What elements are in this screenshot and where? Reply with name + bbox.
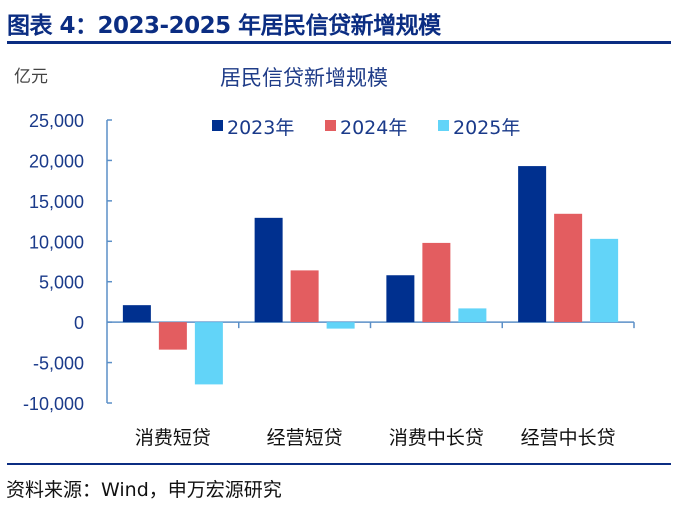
x-tick-label: 经营中长贷 [521, 427, 616, 449]
bar-2025年-消费中长贷 [458, 308, 487, 323]
y-tick-label: 0 [74, 313, 84, 333]
bar-2023年-消费中长贷 [386, 275, 415, 323]
source-rule [7, 463, 671, 465]
bar-2024年-经营中长贷 [554, 213, 583, 323]
legend-label: 2023年 [227, 117, 294, 139]
bar-2024年-经营短贷 [290, 270, 319, 323]
bar-2023年-经营中长贷 [518, 166, 547, 323]
bar-2023年-消费短贷 [122, 305, 151, 323]
bar-2025年-消费短贷 [194, 322, 223, 385]
legend-label: 2025年 [453, 117, 520, 139]
legend-swatch [438, 120, 449, 131]
y-tick-label: 20,000 [29, 151, 84, 171]
bar-chart: 25,000 20,000 15,000 10,000 5,000 0 -5,000 -10,… [23, 111, 635, 449]
legend-label: 2024年 [340, 117, 407, 139]
legend-swatch [212, 120, 223, 131]
x-tick-label: 消费中长贷 [389, 427, 484, 449]
x-tick-label: 消费短贷 [135, 427, 211, 449]
y-tick-label: 10,000 [29, 232, 84, 252]
y-tick-label: 15,000 [29, 192, 84, 212]
figure-title: 图表 4：2023-2025 年居民信贷新增规模 [7, 13, 441, 39]
y-tick-label: 25,000 [29, 111, 84, 131]
source-note: 资料来源：Wind，申万宏源研究 [6, 479, 282, 501]
bar-2024年-消费中长贷 [422, 242, 451, 323]
x-tick-label: 经营短贷 [267, 427, 343, 449]
bar-2024年-消费短贷 [158, 322, 187, 350]
chart-title: 居民信贷新增规模 [220, 66, 388, 90]
y-tick-label: -5,000 [33, 354, 84, 374]
y-tick-label: -10,000 [23, 394, 84, 414]
legend-swatch [325, 120, 336, 131]
bar-2025年-经营中长贷 [590, 238, 619, 323]
bar-2025年-经营短贷 [326, 322, 355, 329]
title-rule [7, 41, 671, 44]
bar-2023年-经营短贷 [254, 217, 283, 323]
y-tick-label: 5,000 [39, 273, 84, 293]
y-axis-unit: 亿元 [14, 67, 48, 87]
